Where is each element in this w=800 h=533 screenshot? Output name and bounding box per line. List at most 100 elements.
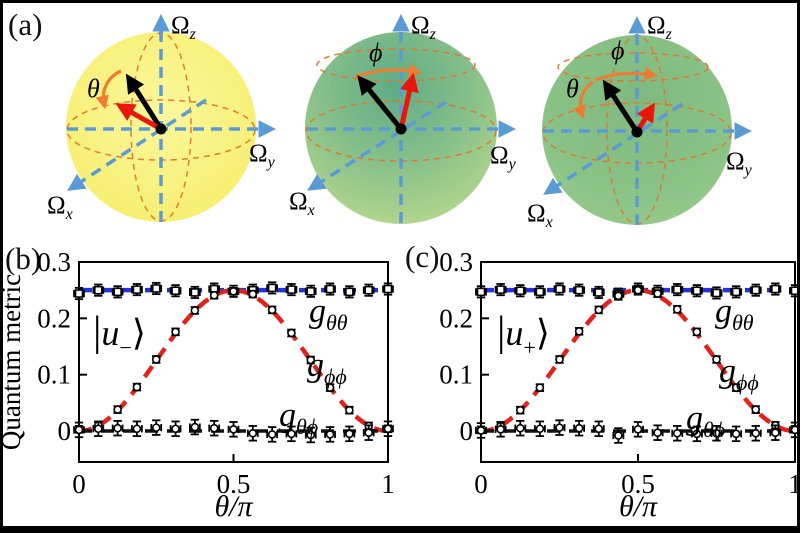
data-point xyxy=(614,291,623,301)
data-point xyxy=(496,285,505,294)
data-point xyxy=(229,286,238,296)
legend-g-θϕ: gθϕ xyxy=(686,400,725,442)
data-point xyxy=(653,428,662,438)
data-point xyxy=(712,288,721,298)
state-vector-black xyxy=(125,73,164,131)
x-tick-label: 0.5 xyxy=(217,469,251,499)
data-point xyxy=(515,286,525,296)
x-tick-label: 1 xyxy=(788,469,797,499)
x-axis-label: θ/π xyxy=(619,490,658,523)
origin-dot xyxy=(395,123,407,135)
data-point xyxy=(325,284,335,294)
data-point xyxy=(712,355,721,364)
phi-label: ϕ xyxy=(369,38,382,67)
data-point xyxy=(171,327,180,337)
data-point xyxy=(555,423,564,432)
omega-z-label: Ωz xyxy=(647,12,673,43)
data-point xyxy=(555,284,564,294)
data-point xyxy=(94,424,103,434)
chart-c: 0 0.5 1 0 0.1 0.2 0.3 θ/π gθθ gϕϕ gθϕ |u+⟩ xyxy=(439,247,797,523)
legend-g-θϕ: gθϕ xyxy=(279,397,318,439)
x-tick-label: 1 xyxy=(381,469,395,499)
data-point xyxy=(515,423,525,433)
omega-z-label: Ωz xyxy=(171,12,197,43)
data-point xyxy=(229,425,238,434)
data-point xyxy=(535,287,545,297)
omega-x-label: Ωx xyxy=(47,192,73,223)
legend-g-θθ: gθθ xyxy=(715,293,754,335)
data-point xyxy=(574,423,584,433)
data-point xyxy=(190,306,200,315)
latitude-orbit xyxy=(557,52,709,82)
data-point xyxy=(383,424,393,434)
data-point xyxy=(325,383,335,392)
legend-g-ϕϕ: gϕϕ xyxy=(307,347,347,389)
series-g-θϕ xyxy=(73,418,394,444)
data-point xyxy=(692,327,702,337)
data-point xyxy=(614,431,623,440)
origin-dot xyxy=(155,123,167,135)
chart-b: 0 0.5 1 0 0.1 0.2 0.3 Quantum metric θ/π gθθ gϕϕ gθ… xyxy=(3,247,395,523)
bloch-spheres-panel: θ Ωz Ωy Ωx ϕ Ωz Ωy Ωx xyxy=(47,12,753,231)
plot-box xyxy=(78,261,389,463)
y-tick-label: 0 xyxy=(58,416,72,446)
data-point xyxy=(771,284,780,294)
omega-x-label: Ωx xyxy=(289,188,315,219)
data-point xyxy=(574,285,584,295)
data-point xyxy=(287,429,296,439)
omega-y-label: Ωy xyxy=(490,142,517,173)
theta-angle-arrow xyxy=(572,80,594,120)
latitude-orbit xyxy=(316,48,476,82)
data-point xyxy=(383,284,393,294)
data-point xyxy=(248,289,258,299)
theta-angle-arrow xyxy=(95,69,122,110)
panel-a-label: (a) xyxy=(8,7,43,42)
data-point xyxy=(190,422,200,432)
plot-box xyxy=(480,261,796,463)
data-point xyxy=(132,382,142,392)
data-point xyxy=(345,405,354,415)
theta-label: θ xyxy=(566,74,579,103)
data-point xyxy=(692,286,702,296)
bloch-sphere-theta-phi: ϕ θ Ωz Ωy Ωx xyxy=(527,12,753,231)
data-point xyxy=(345,287,354,297)
data-point xyxy=(190,288,200,297)
data-point xyxy=(306,430,316,440)
data-point xyxy=(672,285,682,294)
data-point xyxy=(306,355,316,365)
data-point xyxy=(364,285,373,295)
data-point xyxy=(555,355,564,364)
data-point xyxy=(594,305,604,315)
data-point xyxy=(345,429,354,439)
panel-b-label: (b) xyxy=(5,241,42,276)
bloch-sphere-phi: ϕ Ωz Ωy Ωx xyxy=(289,12,517,224)
data-point xyxy=(267,283,277,293)
data-point xyxy=(171,424,180,434)
y-tick-label: 0.1 xyxy=(439,360,473,390)
origin-dot xyxy=(631,126,643,138)
state-vector-black xyxy=(357,75,403,131)
data-point xyxy=(692,429,702,439)
data-point xyxy=(731,287,741,297)
legend-g-θθ: gθθ xyxy=(309,293,348,335)
data-point xyxy=(653,289,662,298)
state-vector-black xyxy=(602,79,640,134)
y-tick-label: 0.3 xyxy=(439,247,473,277)
data-point xyxy=(113,423,122,433)
x-tick-label: 0 xyxy=(474,469,488,499)
data-point xyxy=(594,424,604,434)
data-point xyxy=(151,355,161,364)
data-point xyxy=(731,429,741,439)
data-point xyxy=(712,428,721,438)
data-point xyxy=(267,430,277,439)
data-point xyxy=(267,305,277,315)
data-point xyxy=(672,428,682,438)
data-point xyxy=(287,285,296,294)
data-point xyxy=(535,424,545,434)
data-point xyxy=(171,286,180,296)
data-point xyxy=(74,289,84,298)
data-point xyxy=(325,430,335,439)
state-label: |u−⟩ xyxy=(93,309,146,360)
theta-label: θ xyxy=(87,74,100,103)
